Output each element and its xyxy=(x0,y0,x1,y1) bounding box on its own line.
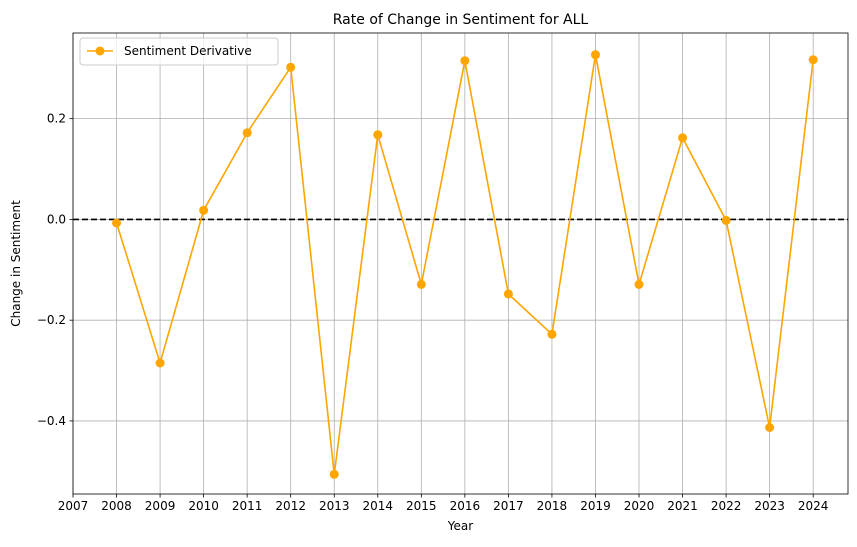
data-point xyxy=(678,133,688,143)
x-tick-label: 2021 xyxy=(667,499,698,513)
x-tick-label: 2011 xyxy=(232,499,263,513)
chart-title: Rate of Change in Sentiment for ALL xyxy=(333,12,589,28)
x-tick-label: 2013 xyxy=(319,499,350,513)
data-point xyxy=(590,50,600,60)
x-tick-label: 2017 xyxy=(493,499,524,513)
legend-marker-swatch xyxy=(95,46,105,56)
data-point xyxy=(329,469,339,479)
x-tick-label: 2018 xyxy=(537,499,568,513)
x-tick-label: 2023 xyxy=(754,499,785,513)
data-point xyxy=(547,329,557,339)
data-point xyxy=(155,358,165,368)
x-axis-ticks: 2007 2008 2009 2010 2011 2012 2013 2014 2015 2016… xyxy=(58,494,829,513)
x-tick-label: 2015 xyxy=(406,499,437,513)
data-point xyxy=(721,215,731,225)
y-axis-label: Change in Sentiment xyxy=(9,200,23,327)
data-point xyxy=(460,56,470,66)
x-tick-label: 2007 xyxy=(58,499,89,513)
data-point xyxy=(286,62,296,72)
x-tick-label: 2024 xyxy=(798,499,829,513)
legend: Sentiment Derivative xyxy=(79,37,279,66)
plot-area-frame xyxy=(72,32,849,495)
y-tick-label: −0.4 xyxy=(37,414,66,428)
data-point xyxy=(416,279,426,289)
y-tick-label: −0.2 xyxy=(37,313,66,327)
data-point xyxy=(808,55,818,65)
y-axis-ticks: −0.4 −0.2 0.0 0.2 xyxy=(37,112,73,428)
data-point xyxy=(199,205,209,215)
x-tick-label: 2010 xyxy=(188,499,219,513)
legend-entry-label: Sentiment Derivative xyxy=(124,44,252,58)
legend-box xyxy=(79,37,279,66)
y-tick-label: 0.0 xyxy=(47,212,66,226)
x-tick-label: 2009 xyxy=(145,499,176,513)
grid xyxy=(72,33,848,494)
x-tick-label: 2022 xyxy=(711,499,742,513)
y-tick-label: 0.2 xyxy=(47,112,66,126)
series-group xyxy=(112,50,818,479)
data-point xyxy=(503,289,513,299)
data-point xyxy=(765,422,775,432)
x-tick-label: 2016 xyxy=(450,499,481,513)
data-point xyxy=(112,218,122,228)
x-tick-label: 2012 xyxy=(275,499,306,513)
data-point xyxy=(373,130,383,140)
x-tick-label: 2019 xyxy=(580,499,611,513)
x-axis-label: Year xyxy=(447,519,473,533)
x-tick-label: 2020 xyxy=(624,499,655,513)
x-tick-label: 2014 xyxy=(363,499,394,513)
x-tick-label: 2008 xyxy=(101,499,132,513)
data-point xyxy=(634,279,644,289)
data-point xyxy=(242,128,252,138)
